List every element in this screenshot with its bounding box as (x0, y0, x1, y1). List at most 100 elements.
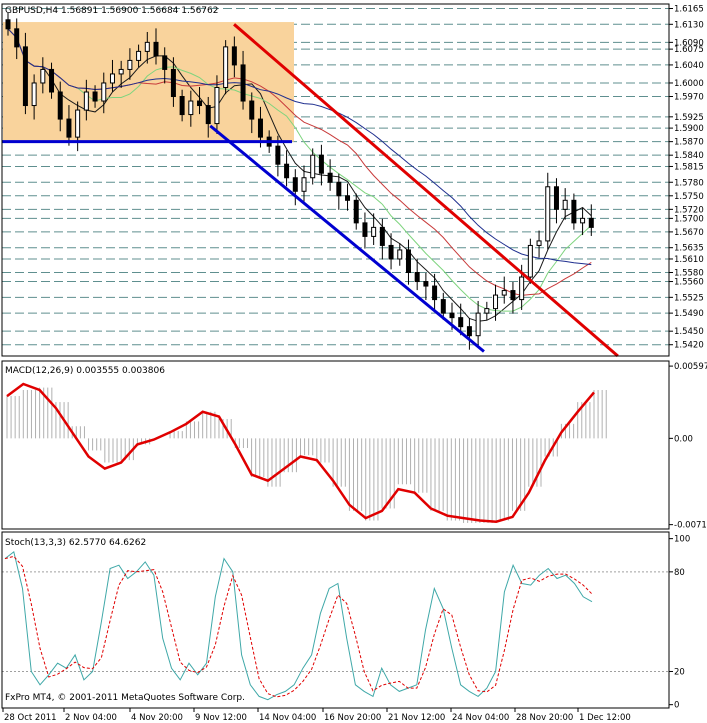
candle-body (336, 181, 342, 197)
price-label: 1.5720 (674, 205, 704, 215)
candle-body (519, 276, 525, 301)
candle-body (40, 68, 46, 84)
macd-label: -0.00714 (674, 521, 707, 531)
price-label: 1.5925 (674, 113, 704, 123)
candle-body (466, 326, 472, 337)
candle-body (275, 145, 281, 165)
macd-axis-labels: 0.005978 0.00 -0.00714 (669, 362, 707, 531)
candle-body (179, 96, 185, 116)
macd-panel: 0.005978 0.00 -0.00714 MACD(12,26,9) 0.003… (5, 362, 707, 531)
candle-body (223, 46, 229, 88)
candle-body (571, 199, 577, 224)
candle-body (562, 199, 568, 210)
trendline-red (233, 23, 619, 358)
macd-label: 0.00 (674, 434, 693, 444)
candle-body (284, 163, 290, 179)
price-label: 1.5525 (674, 293, 704, 303)
price-label: 1.5490 (674, 309, 704, 319)
candle-body (475, 312, 481, 337)
stoch-label: 20 (674, 667, 685, 677)
time-label: 28 Oct 2011 (4, 713, 57, 723)
candle-body (327, 172, 333, 183)
candle-body (153, 41, 159, 57)
time-label: 24 Nov 04:00 (452, 713, 509, 723)
candle-body (257, 118, 263, 138)
candle-body (57, 91, 63, 120)
candle-body (22, 46, 28, 107)
candle-body (536, 240, 542, 246)
candle-body (49, 68, 55, 93)
panel-frame (1, 3, 670, 357)
candle-body (240, 64, 246, 102)
price-label: 1.5970 (674, 93, 704, 103)
candle-body (205, 105, 211, 125)
panel-frame (1, 360, 670, 530)
candle-body (510, 290, 516, 301)
candle-body (66, 118, 72, 138)
candle-body (501, 290, 507, 296)
time-label: 9 Nov 12:00 (195, 713, 247, 723)
price-label: 1.5750 (674, 192, 704, 202)
candle-body (83, 91, 89, 111)
panel-frame (1, 531, 670, 709)
candle-body (197, 100, 203, 107)
price-label: 1.6090 (674, 38, 704, 48)
candle-body (170, 68, 176, 98)
candle-body (545, 186, 551, 242)
stoch-axis-labels: 100 80 20 0 (669, 535, 690, 711)
candle-body (345, 195, 351, 201)
candle-body (214, 86, 220, 125)
candle-body (553, 186, 559, 210)
price-label: 1.5560 (674, 278, 704, 288)
macd-title: MACD(12,26,9) 0.003555 0.003806 (5, 366, 165, 376)
candle-body (231, 46, 237, 66)
candle-body (493, 294, 499, 310)
price-label: 1.6040 (674, 61, 704, 71)
candle-body (101, 82, 107, 102)
time-axis-labels: 28 Oct 2011 2 Nov 04:00 4 Nov 20:00 9 Nov 1… (2, 708, 631, 723)
candles (5, 13, 594, 350)
candle-body (31, 82, 37, 107)
price-label: 1.5780 (674, 178, 704, 188)
time-label: 16 Nov 20:00 (324, 713, 381, 723)
candle-body (371, 226, 377, 237)
candle-body (527, 244, 533, 278)
panel-frames (1, 3, 670, 709)
price-label: 1.5610 (674, 255, 704, 265)
candle-body (353, 199, 359, 224)
time-label: 1 Dec 12:00 (579, 713, 631, 723)
stoch-main-line (4, 551, 593, 701)
macd-signal-line (6, 382, 595, 523)
time-label: 4 Nov 20:00 (131, 713, 183, 723)
candle-body (458, 317, 464, 328)
candle-body (362, 222, 368, 237)
price-label: 1.5420 (674, 341, 704, 351)
stoch-title: Stoch(13,3,3) 62.5770 64.6262 (5, 538, 146, 548)
candle-body (414, 272, 420, 283)
price-label: 1.6000 (674, 79, 704, 89)
candle-body (388, 244, 394, 260)
candle-body (440, 299, 446, 314)
candle-body (310, 154, 316, 179)
price-label: 1.5840 (674, 151, 704, 161)
price-label: 1.5450 (674, 327, 704, 337)
time-label: 14 Nov 04:00 (259, 713, 316, 723)
candle-body (5, 19, 11, 30)
price-label: 1.5670 (674, 228, 704, 238)
ma-fast (7, 28, 592, 322)
price-label: 1.5870 (674, 138, 704, 148)
candle-body (580, 217, 586, 224)
price-label: 1.5900 (674, 124, 704, 134)
price-label: 1.6075 (674, 45, 704, 55)
price-label: 1.6165 (674, 5, 704, 15)
candle-body (484, 308, 490, 314)
candle-body (136, 50, 142, 61)
candle-body (432, 285, 438, 301)
trendline-blue (209, 124, 485, 353)
stoch-label: 100 (674, 535, 690, 545)
price-label: 1.5635 (674, 244, 704, 254)
price-label: 1.5815 (674, 162, 704, 172)
candle-body (14, 28, 20, 48)
